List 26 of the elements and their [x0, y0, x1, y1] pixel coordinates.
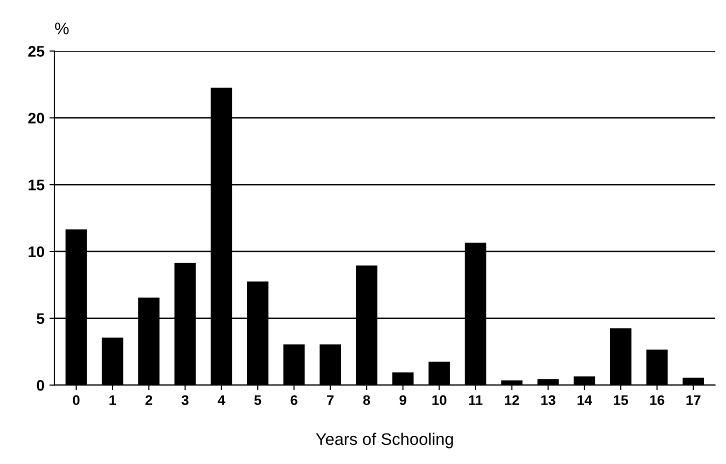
x-tick-label: 12 [504, 395, 519, 405]
y-tick-label: 15 [28, 180, 44, 190]
x-tick-label: 8 [363, 395, 370, 406]
x-tick-label: 6 [290, 395, 298, 406]
x-tick-label: 9 [400, 395, 406, 406]
x-tick-label: 3 [182, 395, 188, 406]
x-tick-label: 4 [218, 395, 226, 405]
y-tick-label: 0 [36, 380, 44, 391]
y-tick-label: 10 [28, 246, 44, 258]
x-tick-label: 7 [327, 395, 334, 405]
x-tick-label: 1 [110, 395, 116, 405]
x-tick-label: 13 [541, 395, 556, 406]
x-tick-label: 5 [254, 395, 262, 406]
x-tick-label: 15 [614, 395, 628, 406]
y-tick-label: 20 [28, 112, 44, 124]
x-tick-label: 10 [432, 395, 446, 406]
x-tick-label: 0 [72, 395, 80, 406]
y-tick-label: 5 [36, 313, 44, 324]
x-axis-title: Years of Schooling [316, 432, 453, 448]
x-tick-label: 16 [650, 395, 664, 406]
y-axis-title: % [55, 22, 69, 34]
x-tick-label: 14 [578, 395, 592, 405]
x-tick-label: 2 [145, 395, 152, 405]
x-tick-label: 11 [469, 395, 482, 405]
x-tick-label: 17 [686, 395, 700, 405]
y-tick-label: 25 [28, 46, 44, 57]
